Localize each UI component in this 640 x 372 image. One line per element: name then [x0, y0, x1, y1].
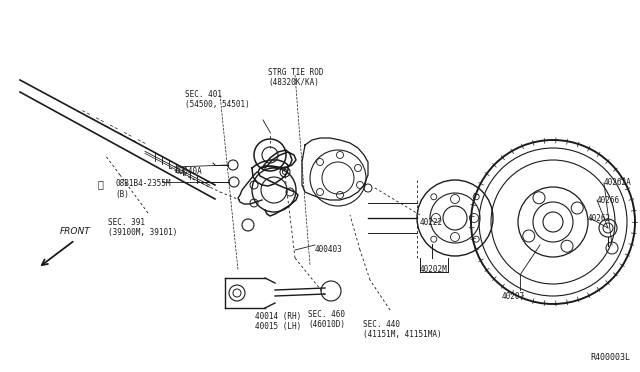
Text: 40262A: 40262A: [604, 178, 632, 187]
Text: 40014 (RH)
40015 (LH): 40014 (RH) 40015 (LH): [255, 312, 301, 331]
Text: SEC. 391
(39100M, 39101): SEC. 391 (39100M, 39101): [108, 218, 177, 237]
Text: Ⓑ: Ⓑ: [97, 179, 103, 189]
Text: 40266: 40266: [597, 196, 620, 205]
Text: 40207: 40207: [502, 292, 525, 301]
Text: SEC. 440
(41151M, 41151MA): SEC. 440 (41151M, 41151MA): [363, 320, 442, 339]
Text: 40202M: 40202M: [420, 265, 448, 274]
Text: 40262: 40262: [588, 214, 611, 223]
Text: FRONT: FRONT: [60, 227, 91, 236]
Text: 40222: 40222: [420, 218, 443, 227]
Text: STRG TIE ROD
(48320K/KA): STRG TIE ROD (48320K/KA): [268, 68, 323, 87]
Text: 400403: 400403: [315, 245, 343, 254]
Text: 08B1B4-2355M: 08B1B4-2355M: [115, 179, 170, 187]
Text: R400003L: R400003L: [590, 353, 630, 362]
Text: SEC. 401
(54500, 54501): SEC. 401 (54500, 54501): [185, 90, 250, 109]
Text: SEC. 460
(46010D): SEC. 460 (46010D): [308, 310, 345, 329]
Text: 40040A: 40040A: [175, 167, 203, 176]
Text: (B): (B): [115, 190, 129, 199]
